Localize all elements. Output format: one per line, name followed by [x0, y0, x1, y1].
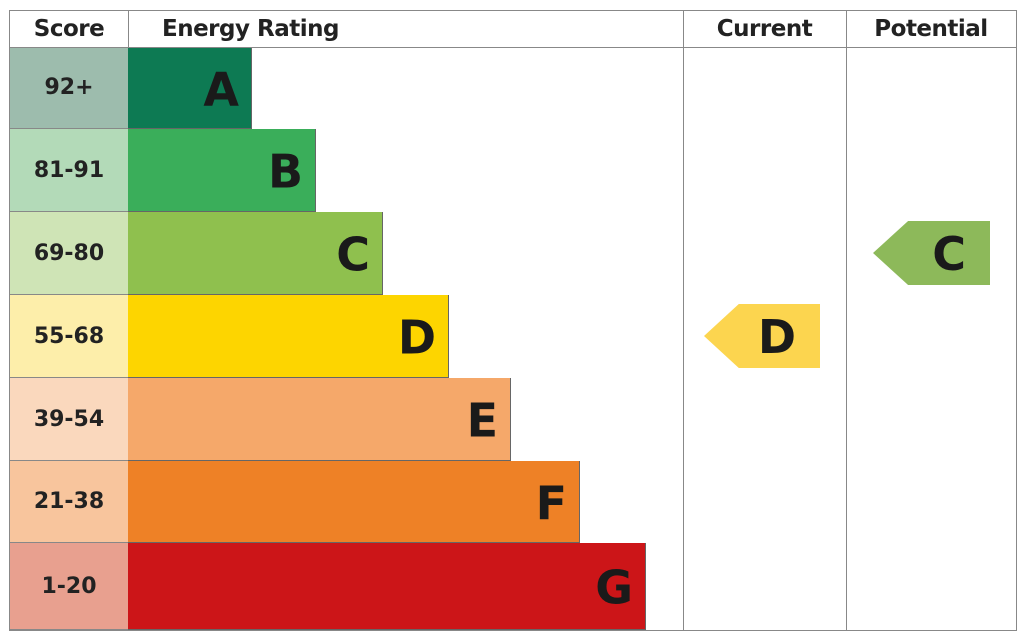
table-border-top [9, 10, 1017, 11]
current-rating-arrow: D [704, 304, 820, 368]
rating-letter: E [466, 393, 498, 448]
rating-letter: C [336, 227, 370, 282]
current-rating-letter: D [757, 310, 796, 365]
energy-rating-header: Energy Rating [162, 16, 339, 42]
score-header: Score [33, 16, 105, 42]
rating-bar-d: D [128, 295, 449, 378]
table-border-left [9, 10, 10, 631]
score-range-b: 81-91 [10, 129, 128, 212]
table-border-bottom [9, 630, 1017, 631]
rating-letter: F [535, 476, 567, 531]
potential-rating-arrow: C [873, 221, 990, 285]
score-range-c: 69-80 [10, 212, 128, 295]
rating-letter: G [595, 560, 633, 615]
rating-letter: A [203, 62, 239, 117]
current-header: Current [716, 16, 813, 42]
rating-bar-e: E [128, 378, 511, 461]
score-range-e: 39-54 [10, 378, 128, 461]
score-range-g: 1-20 [10, 543, 128, 630]
potential-rating-letter: C [932, 227, 966, 282]
column-divider [846, 10, 847, 631]
table-border-right [1016, 10, 1017, 631]
column-divider [683, 10, 684, 631]
column-divider [128, 10, 129, 48]
rating-letter: D [397, 310, 436, 365]
score-range-a: 92+ [10, 47, 128, 129]
rating-bar-a: A [128, 47, 252, 129]
rating-bar-f: F [128, 461, 580, 543]
score-range-f: 21-38 [10, 461, 128, 543]
potential-header: Potential [874, 16, 988, 42]
header-divider [9, 47, 1017, 48]
rating-bar-c: C [128, 212, 383, 295]
score-range-d: 55-68 [10, 295, 128, 378]
rating-bar-b: B [128, 129, 316, 212]
rating-letter: B [267, 144, 303, 199]
rating-bar-g: G [128, 543, 646, 630]
